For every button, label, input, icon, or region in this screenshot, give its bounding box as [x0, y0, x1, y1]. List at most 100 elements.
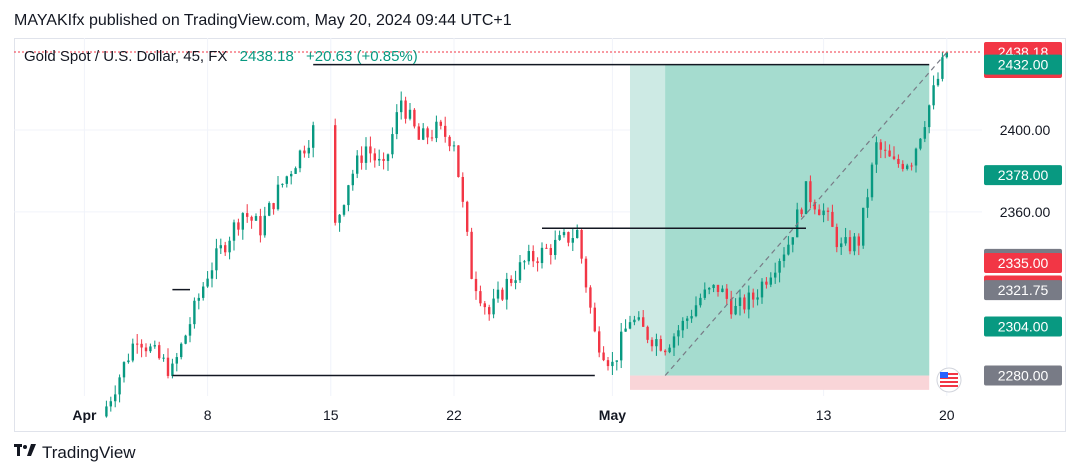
candle-body: [901, 163, 904, 169]
candle-body: [633, 319, 636, 323]
candle-body: [624, 328, 627, 332]
candle-body: [206, 278, 209, 287]
candle-body: [153, 345, 156, 347]
candle-body: [782, 254, 786, 262]
candle-body: [505, 278, 508, 300]
candle-body: [545, 247, 548, 249]
us-flag-stripe: [940, 377, 958, 379]
candle-body: [848, 237, 852, 252]
candle-body: [395, 112, 398, 135]
candle-body: [941, 57, 944, 79]
symbol-legend: Gold Spot / U.S. Dollar, 45, FX 2438.18 …: [24, 48, 418, 65]
candle-body: [219, 245, 222, 249]
candle-body: [637, 317, 640, 320]
candle-body: [928, 105, 931, 128]
candle-body: [430, 137, 434, 139]
us-flag-stripe: [940, 373, 958, 375]
candle-body: [800, 209, 803, 215]
candle-body: [118, 377, 121, 395]
candle-body: [558, 235, 561, 240]
candle-body: [747, 292, 750, 310]
candle-body: [241, 213, 244, 230]
candle-body: [232, 222, 236, 241]
price-label-text: 2432.00: [998, 57, 1049, 73]
candle-body: [342, 205, 346, 215]
candle-body: [554, 239, 557, 256]
candle-body: [527, 251, 530, 262]
price-label-text: 2378.00: [998, 167, 1049, 183]
candle-body: [105, 406, 108, 417]
candle-body: [875, 142, 878, 165]
candle-body: [290, 173, 293, 177]
candle-body: [716, 284, 720, 292]
candle-body: [426, 128, 429, 138]
candle-body: [184, 335, 187, 344]
candle-body: [448, 136, 451, 147]
candle-body: [166, 357, 170, 376]
candle-body: [804, 181, 808, 215]
candle-body: [910, 165, 913, 167]
candle-body: [444, 125, 447, 137]
candle-body: [470, 231, 473, 279]
candle-body: [364, 146, 368, 163]
candle-body: [818, 209, 821, 216]
us-flag-stripe: [940, 381, 958, 383]
candle-body: [730, 298, 733, 315]
price-label-text: 2335.00: [998, 255, 1049, 271]
candle-body: [281, 183, 284, 185]
candle-body: [593, 307, 596, 332]
candle-body: [756, 297, 759, 300]
candle-body: [439, 121, 442, 126]
candle-body: [254, 216, 258, 221]
candle-body: [373, 153, 376, 161]
candle-body: [114, 394, 117, 402]
price-label-badge: [984, 316, 1062, 337]
candle-body: [914, 148, 918, 166]
x-tick-label: May: [599, 407, 626, 423]
candle-body: [549, 247, 552, 256]
candle-body: [743, 297, 746, 310]
candle-body: [945, 52, 948, 58]
candle-body: [540, 247, 544, 264]
tradingview-logo-icon: [14, 442, 36, 463]
y-tick-label: 2360.00: [1000, 204, 1051, 220]
candle-body: [312, 125, 315, 148]
candle-body: [435, 121, 438, 139]
candle-body: [866, 197, 869, 208]
candle-body: [853, 236, 856, 252]
candle-body: [268, 203, 271, 216]
x-tick-label: Apr: [72, 407, 97, 423]
candle-body: [263, 215, 266, 236]
candle-body: [188, 324, 192, 336]
candle-body: [382, 158, 385, 161]
candle-body: [765, 281, 768, 285]
candle-body: [681, 320, 684, 331]
candle-body: [347, 185, 350, 206]
candle-body: [259, 216, 262, 236]
candle-body: [360, 155, 363, 163]
candle-body: [131, 343, 134, 361]
candle-body: [162, 357, 165, 359]
candle-body: [615, 360, 618, 362]
candle-body: [659, 339, 662, 351]
candle-body: [787, 244, 790, 255]
candle-body: [417, 126, 420, 140]
candle-body: [149, 346, 152, 352]
candle-body: [532, 251, 535, 262]
candle-body: [404, 100, 407, 119]
candle-body: [276, 184, 280, 210]
price-change: +20.63 (+0.85%): [306, 48, 418, 65]
candle-body: [391, 134, 394, 155]
candle-body: [923, 127, 926, 139]
candle-body: [642, 317, 645, 327]
candle-body: [752, 292, 755, 300]
candle-body: [738, 297, 742, 306]
candle-body: [488, 307, 491, 315]
candle-body: [140, 343, 143, 348]
price-label-badge: [984, 54, 1062, 75]
candle-body: [197, 297, 200, 301]
candle-body: [897, 158, 900, 164]
candle-body: [514, 280, 517, 283]
x-tick-label: 13: [816, 407, 832, 423]
